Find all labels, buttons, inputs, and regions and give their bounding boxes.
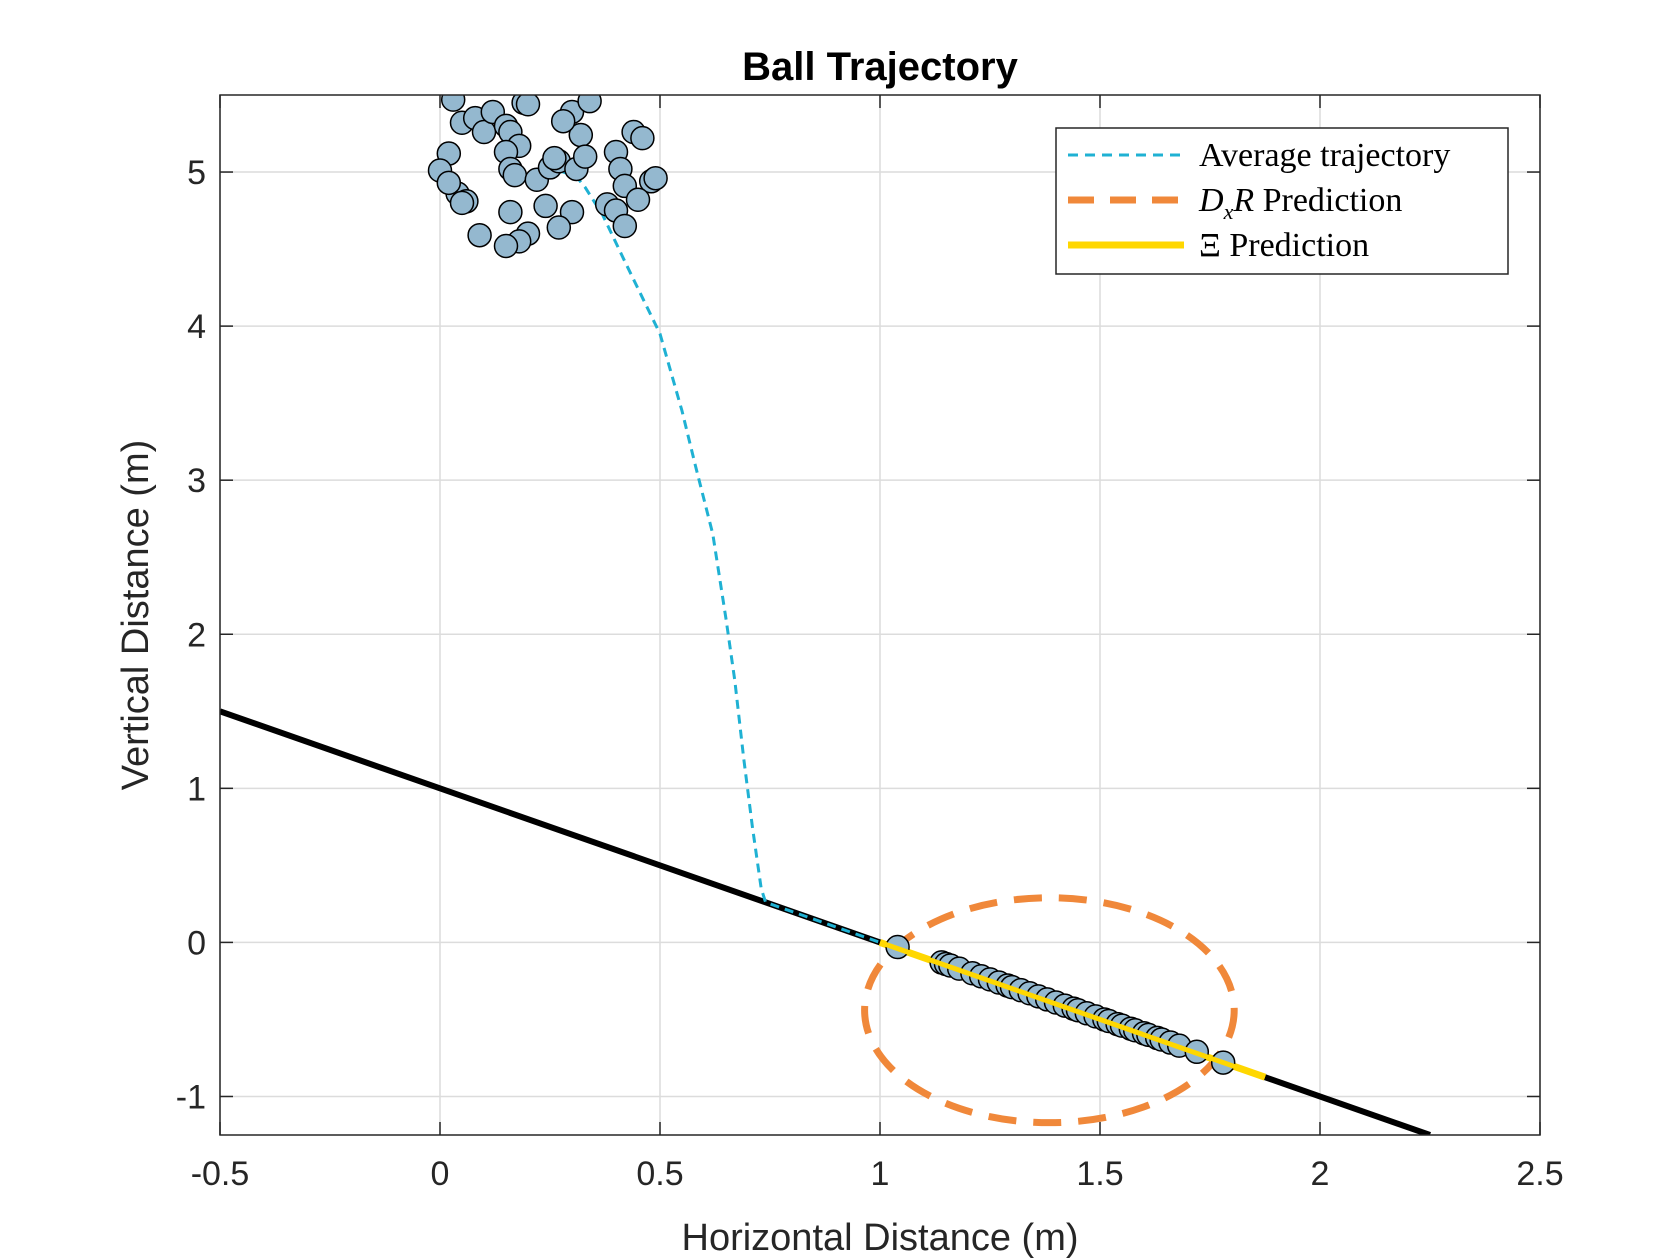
initial-ball-point — [440, 95, 466, 112]
legend-label-average-trajectory: Average trajectory — [1199, 137, 1450, 174]
x-tick-label: 1 — [871, 1155, 890, 1193]
axis-ticks: -0.5 0 0.5 1 1.5 2 2.5 -1 0 1 2 3 4 5 — [176, 95, 1564, 1193]
initial-ball-point — [502, 162, 528, 188]
plot-content — [220, 95, 1431, 1135]
initial-ball-point — [572, 144, 598, 169]
chart-title: Ball Trajectory — [742, 45, 1018, 89]
initial-ball-point — [546, 215, 572, 240]
initial-ball-point — [467, 222, 492, 248]
initial-ball-point — [498, 199, 523, 225]
legend-label-dxr-prediction: DxR Prediction — [1198, 182, 1402, 224]
y-tick-label: 1 — [187, 770, 206, 808]
initial-ball-point — [612, 213, 638, 239]
x-tick-label: 2.5 — [1516, 1155, 1563, 1193]
y-tick-label: -1 — [176, 1078, 206, 1116]
initial-ball-point — [493, 233, 519, 259]
initial-ball-point — [533, 193, 558, 219]
x-tick-label: 2 — [1311, 1155, 1330, 1193]
xi-prediction-line-overlay — [879, 940, 1266, 1080]
dxr-prediction-ellipse — [861, 894, 1238, 1127]
initial-ball-point — [625, 187, 651, 213]
initial-ball-point — [436, 170, 462, 196]
legend: Average trajectory DxR Prediction Ξ Pred… — [1055, 127, 1509, 275]
y-tick-label: 4 — [187, 308, 206, 346]
initial-ball-point — [515, 95, 541, 117]
initial-ball-point — [577, 95, 602, 114]
x-tick-label: 1.5 — [1076, 1155, 1123, 1193]
initial-ball-point — [449, 190, 475, 216]
x-tick-label: 0 — [431, 1155, 450, 1193]
initial-ball-point — [542, 145, 567, 171]
x-tick-label: 0.5 — [636, 1155, 683, 1193]
initial-ball-point — [643, 165, 668, 191]
y-tick-label: 3 — [187, 462, 206, 500]
initial-ball-point — [630, 125, 655, 151]
legend-label-xi-prediction: Ξ Prediction — [1199, 227, 1369, 264]
y-tick-label: 0 — [187, 924, 206, 962]
average-trajectory-line — [545, 167, 881, 944]
y-tick-label: 2 — [187, 616, 206, 654]
y-axis-label: Vertical Distance (m) — [115, 440, 157, 791]
x-tick-label: -0.5 — [191, 1155, 250, 1193]
x-axis-label: Horizontal Distance (m) — [682, 1217, 1079, 1259]
initial-ball-point — [550, 108, 576, 134]
y-tick-label: 5 — [187, 154, 206, 192]
